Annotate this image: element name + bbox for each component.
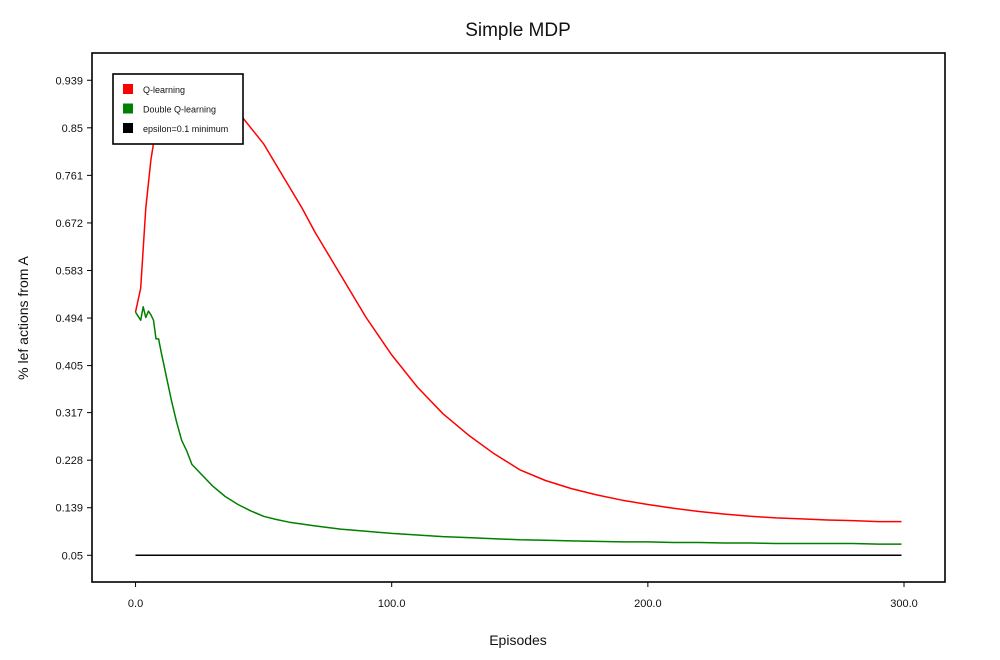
y-tick-label: 0.05: [62, 550, 83, 562]
legend-box: [112, 73, 244, 145]
y-axis-label: % lef actions from A: [15, 255, 31, 379]
y-tick-label: 0.672: [55, 218, 83, 230]
legend-entry-label: epsilon=0.1 minimum: [143, 124, 228, 134]
series-line-0: [134, 80, 902, 523]
legend-swatch: [123, 84, 133, 94]
legend-swatch: [123, 123, 133, 133]
legend-swatch: [123, 103, 133, 114]
y-axis-ticks: 0.05 0.139 0.228 0.317 0.405 0.494 0.583 0.672 0…: [55, 75, 92, 562]
y-tick-label: 0.85: [62, 123, 83, 135]
y-tick-label: 0.228: [55, 455, 83, 467]
series-layer: [134, 80, 902, 557]
y-tick-label: 0.761: [55, 170, 83, 182]
x-tick-label: 200.0: [634, 598, 662, 610]
y-tick-label: 0.139: [55, 503, 83, 515]
x-axis-label: Episodes: [489, 632, 547, 648]
legend: Q-learning Double Q-learning epsilon=0.1 m…: [112, 73, 244, 145]
y-tick-label: 0.494: [55, 313, 83, 325]
y-tick-label: 0.939: [55, 75, 83, 87]
y-tick-label: 0.405: [55, 361, 83, 373]
chart-title: Simple MDP: [465, 20, 571, 41]
plot-frame: [91, 52, 946, 583]
legend-entry-label: Double Q-learning: [143, 105, 216, 115]
series-line-1: [134, 306, 902, 545]
y-tick-label: 0.583: [55, 265, 83, 277]
x-axis-ticks: 0.0 100.0 200.0 300.0: [128, 582, 918, 610]
y-tick-label: 0.317: [55, 408, 83, 420]
x-tick-label: 100.0: [378, 598, 406, 610]
legend-entry-label: Q-learning: [143, 85, 185, 95]
x-tick-label: 0.0: [128, 598, 143, 610]
x-tick-label: 300.0: [890, 598, 918, 610]
